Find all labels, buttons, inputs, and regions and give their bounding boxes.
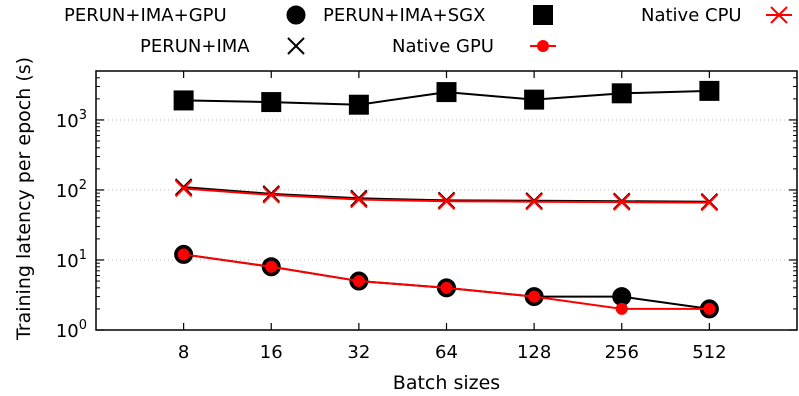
data-point <box>350 190 368 209</box>
x-axis-title: Batch sizes <box>393 372 500 394</box>
axis-ticks: 100 101 102 103 8 16 32 64 128 256 512 <box>56 70 797 363</box>
legend-marker <box>770 6 788 24</box>
data-point <box>615 302 628 315</box>
data-point <box>699 80 720 101</box>
legend-entry: Native GPU <box>392 36 556 57</box>
data-point <box>524 89 545 110</box>
series-layer <box>173 80 720 319</box>
data-point <box>613 193 631 211</box>
legend-entry: PERUN+IMA <box>140 36 305 57</box>
legend-label: PERUN+IMA+GPU <box>64 5 227 26</box>
data-point <box>352 275 365 288</box>
legend-marker <box>286 5 306 25</box>
data-point <box>700 193 719 212</box>
series-perun-ima-gpu <box>174 244 719 319</box>
data-point <box>261 92 282 113</box>
series-native-cpu <box>174 179 719 212</box>
legend-entry: PERUN+IMA+GPU <box>64 5 306 26</box>
data-point <box>703 302 716 315</box>
x-tick-label: 512 <box>692 342 726 363</box>
data-point <box>348 94 369 115</box>
legend-marker <box>537 40 549 52</box>
data-point <box>262 186 280 204</box>
legend-marker <box>533 5 553 25</box>
series-native-gpu <box>177 248 716 315</box>
legend: PERUN+IMA+GPU PERUN+IMA+SGX Native CPU PERU… <box>64 5 792 57</box>
y-tick-label: 102 <box>56 178 87 202</box>
data-point <box>174 179 193 198</box>
y-axis-title: Training latency per epoch (s) <box>13 57 35 341</box>
data-point <box>265 260 278 273</box>
x-tick-label: 32 <box>347 342 370 363</box>
x-tick-label: 8 <box>178 342 189 363</box>
series-perun-ima-sgx <box>173 80 720 115</box>
data-point <box>174 178 193 196</box>
data-point <box>440 281 453 294</box>
data-point <box>177 248 190 261</box>
data-point <box>612 287 632 307</box>
legend-entry: PERUN+IMA+SGX <box>323 5 553 26</box>
legend-marker <box>287 37 305 55</box>
legend-label: PERUN+IMA+SGX <box>323 5 485 26</box>
data-point <box>525 192 543 211</box>
data-point <box>437 192 456 210</box>
y-tick-label: 100 <box>56 318 87 342</box>
y-tick-label: 101 <box>56 248 87 272</box>
legend-label: PERUN+IMA <box>140 36 250 57</box>
data-point <box>173 90 194 111</box>
data-point <box>528 290 541 303</box>
data-point <box>436 82 457 103</box>
legend-label: Native GPU <box>392 36 494 57</box>
legend-label: Native CPU <box>641 5 742 26</box>
x-tick-label: 16 <box>260 342 283 363</box>
x-tick-label: 64 <box>435 342 458 363</box>
data-point <box>611 83 632 104</box>
y-tick-label: 103 <box>56 108 87 132</box>
x-tick-label: 256 <box>605 342 639 363</box>
x-tick-label: 128 <box>517 342 551 363</box>
legend-entry: Native CPU <box>641 5 792 26</box>
